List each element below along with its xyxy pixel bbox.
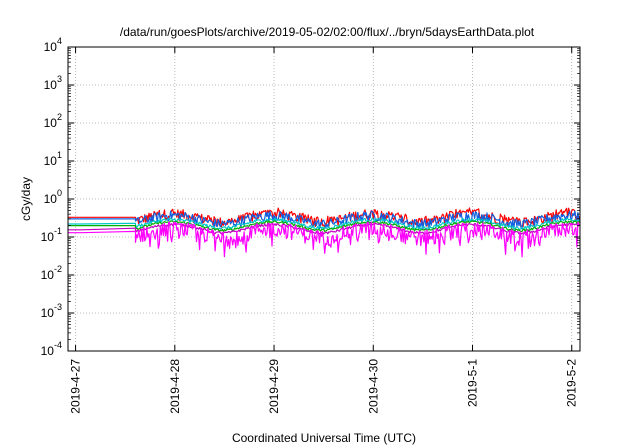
y-axis-label: cGy/day [19, 177, 33, 221]
series-line [68, 220, 581, 233]
series-line [68, 221, 581, 258]
y-tick-label: 10-4 [41, 340, 62, 358]
chart-title: /data/run/goesPlots/archive/2019-05-02/0… [120, 25, 535, 39]
series-line [68, 207, 581, 229]
x-tick-label: 2019-4-30 [366, 359, 380, 414]
x-tick-label: 2019-5-2 [565, 359, 579, 407]
y-axis: 10-4 10-3 10-2 10-1 100 101 102 103 104 [41, 36, 580, 358]
y-tick-label: 10-3 [41, 302, 62, 320]
y-tick-label: 10-2 [41, 264, 62, 282]
series-lines [68, 207, 581, 258]
series-line [68, 210, 581, 230]
x-tick-label: 2019-4-28 [168, 359, 182, 414]
grid-lines [68, 47, 580, 351]
x-axis-label: Coordinated Universal Time (UTC) [232, 431, 416, 445]
y-tick-label: 103 [44, 74, 62, 92]
x-tick-label: 2019-4-29 [267, 359, 281, 414]
x-tick-label: 2019-4-27 [69, 359, 83, 414]
y-tick-label: 101 [44, 150, 62, 168]
x-axis: 2019-4-27 2019-4-28 2019-4-29 2019-4-30 2019… [69, 47, 579, 414]
y-tick-label: 102 [44, 112, 62, 130]
y-tick-label: 100 [44, 188, 62, 206]
y-tick-label: 104 [44, 36, 62, 54]
x-tick-label: 2019-5-1 [466, 359, 480, 407]
y-tick-label: 10-1 [41, 226, 62, 244]
